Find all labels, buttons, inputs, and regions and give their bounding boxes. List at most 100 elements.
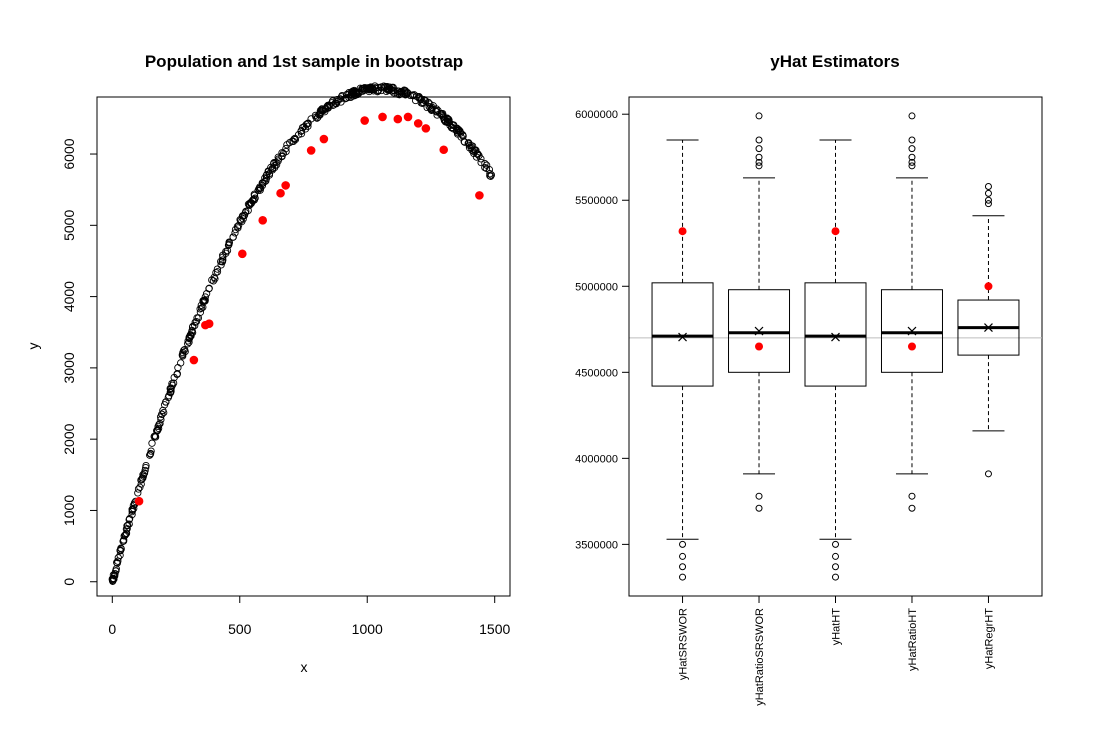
x-tick-label: yHatSRSWOR [678,608,690,680]
boxplot-y-axis: 3500000 4000000 4500000 5000000 5500000 60000… [575,109,630,551]
population-point [114,554,122,562]
population-point [201,293,209,301]
population-point [467,142,475,150]
outlier-point [984,470,992,478]
box-yHatRatioSRSWOR [728,112,791,512]
population-point [167,384,175,392]
population-point [188,323,197,331]
scatter-sample-points [134,112,484,506]
population-point [225,240,233,249]
population-point [449,121,458,130]
boxplot-x-axis: yHatSRSWOR yHatRatioSRSWOR yHatHT yHatRatio… [678,595,995,706]
population-point [179,352,187,360]
population-point [170,373,178,382]
population-point [368,83,376,92]
population-point [290,135,298,143]
population-point [460,137,468,146]
population-point [390,89,398,97]
outlier-point [984,196,992,204]
population-point [184,337,192,345]
population-point [196,305,204,313]
first-sample-point [678,227,687,236]
population-point [332,100,341,108]
x-tick-label: yHatRatioSRSWOR [754,608,766,706]
population-point [420,96,428,104]
sample-point [276,188,285,198]
boxplot-title: yHat Estimators [770,52,899,71]
box-yHatHT [804,139,867,581]
y-tick-label: 4500000 [575,367,618,379]
sample-point [204,319,214,328]
sample-point [306,146,316,155]
sample-point [413,119,423,128]
population-point [304,120,312,128]
population-point [261,178,269,186]
mean-marker [907,326,917,336]
scatter-plot-frame [96,96,511,597]
box-body [728,289,791,373]
population-point [174,364,182,372]
population-point [217,261,225,269]
population-point [142,461,150,470]
x-tick-label: 1000 [352,621,383,637]
scatter-x-axis: 0 500 1000 1500 [108,596,510,637]
population-point [317,105,326,114]
population-point [425,103,433,111]
population-point [337,98,345,106]
sample-point [189,355,199,365]
first-sample-point [755,342,764,351]
outlier-point [679,573,687,581]
mean-marker [984,323,993,332]
population-point [427,104,436,113]
population-point [128,507,136,516]
population-point [288,137,296,145]
mean-marker [831,332,840,342]
x-tick-label: 1500 [479,621,510,637]
outlier-point [755,145,763,153]
population-point [213,265,222,273]
outlier-point [984,189,992,197]
population-point [187,331,195,339]
outlier-point [908,504,916,512]
scatter-y-label: y [25,343,41,350]
x-tick-label: 500 [228,621,252,637]
population-point [487,171,496,179]
outlier-point [908,492,916,500]
outlier-point [755,162,763,170]
population-point [314,113,322,121]
outlier-point [679,552,687,560]
sample-point [238,249,247,259]
population-point [270,159,278,167]
population-point [162,398,170,406]
population-point [481,159,489,168]
y-tick-label: 4000 [61,281,77,312]
population-point [122,525,131,533]
sample-point [360,116,369,125]
population-point [448,123,456,132]
y-tick-label: 1000 [61,495,77,526]
sample-point [475,191,484,200]
x-tick-label: yHatHT [831,608,843,646]
population-point [443,115,452,124]
scatter-title: Population and 1st sample in bootstrap [145,52,463,71]
population-point [304,122,312,130]
sample-point [421,124,431,133]
population-point [482,164,491,173]
y-tick-label: 5000000 [575,281,618,293]
population-point [294,131,303,139]
outlier-point [908,162,916,170]
boxplot-panel: yHat Estimators 3500000 4000000 4500000 500… [575,52,1043,706]
population-point [139,471,147,479]
population-point [151,432,159,440]
population-point [477,155,485,163]
population-point [481,163,489,172]
population-point [441,118,450,126]
population-point [177,359,185,367]
y-tick-label: 4000000 [575,453,618,465]
outlier-point [832,540,839,548]
sample-point [439,145,449,155]
box-yHatRegrHT [957,182,1020,478]
population-point [363,84,371,92]
population-point [125,515,134,523]
outlier-point [832,573,839,581]
